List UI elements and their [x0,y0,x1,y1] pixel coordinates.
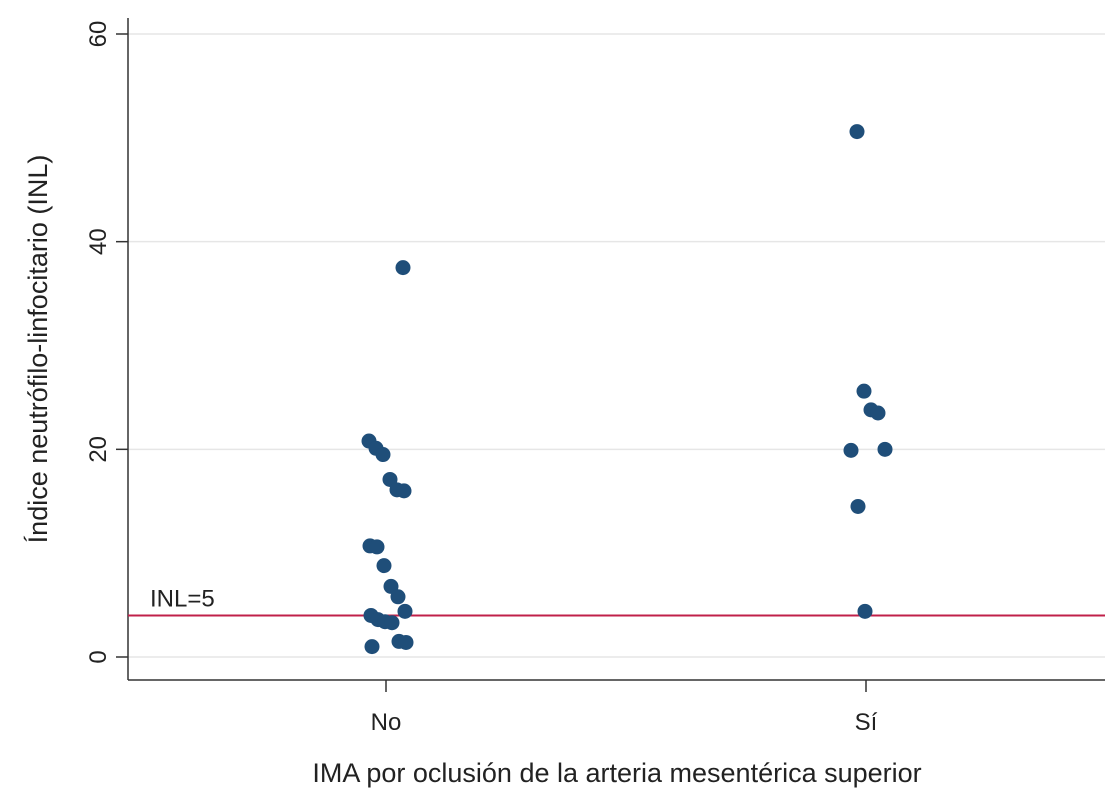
data-point [849,124,865,140]
y-tick-label: 40 [85,228,112,255]
reference-line-label: INL=5 [150,585,215,612]
data-point [375,447,391,463]
y-tick-label: 60 [85,21,112,48]
data-point [397,603,413,619]
y-ticks: 0 20 40 60 [85,21,128,664]
data-point [396,483,412,499]
data-point [376,558,392,574]
data-point [850,498,866,514]
data-point [390,589,406,605]
data-point [857,603,873,619]
data-point [870,405,886,421]
y-tick-label: 20 [85,436,112,463]
grid-lines [128,33,1105,658]
y-axis-title: Índice neutrófilo-linfocitario (INL) [23,155,53,544]
data-point [877,441,893,457]
data-point [384,615,400,631]
y-tick-label: 0 [85,650,112,663]
x-ticks: No Sí [371,680,878,736]
data-point [843,442,859,458]
data-point [398,634,414,650]
x-tick-label: No [371,709,402,736]
data-point [364,639,380,655]
x-axis-title: IMA por oclusión de la arteria mesentéri… [312,758,921,788]
reference-line-group: INL=5 [128,585,1105,617]
axes [127,18,1105,681]
x-tick-label: Sí [855,709,878,736]
data-point [395,260,411,276]
data-point [856,383,872,399]
data-point [369,539,385,555]
data-points [361,124,893,655]
